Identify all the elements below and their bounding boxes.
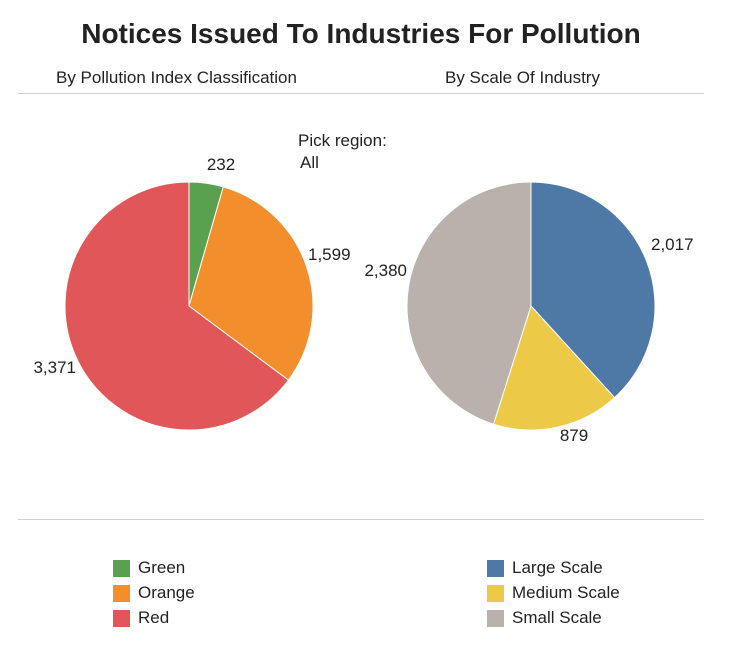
data-label-medium-scale: 879 [560,426,588,445]
top-divider [18,93,704,94]
legend-label: Red [138,608,170,627]
region-filter[interactable]: Pick region: All [298,130,387,174]
data-label-orange: 1,599 [308,245,351,264]
region-filter-label: Pick region: [298,131,387,150]
chart-subtitle-pollution-index: By Pollution Index Classification [56,68,297,87]
data-label-green: 232 [207,155,235,174]
legend-label: Green [138,558,186,577]
legend-item-red[interactable]: Red [113,608,169,628]
legend-label: Medium Scale [512,583,620,602]
page-title: Notices Issued To Industries For Polluti… [81,18,641,49]
legend-label: Orange [138,583,195,602]
pie-chart-industry-scale: 2,017 879 2,380 [364,181,694,445]
bottom-divider [18,519,704,520]
legend-label: Small Scale [512,608,602,627]
data-label-large-scale: 2,017 [651,235,694,254]
legend-swatch [487,584,504,602]
pie-slice-large-scale[interactable] [530,181,656,399]
legend-swatch [113,609,130,627]
legend-item-medium-scale[interactable]: Medium Scale [487,583,620,603]
legend-swatch [113,584,130,602]
pie-slice-orange[interactable] [188,186,314,381]
data-label-small-scale: 2,380 [364,261,407,280]
data-label-red: 3,371 [33,358,76,377]
legend-item-small-scale[interactable]: Small Scale [487,608,602,628]
pie-chart-pollution-index: 232 1,599 3,371 [33,155,351,431]
pie-slice-red[interactable] [64,181,290,431]
legend-item-large-scale[interactable]: Large Scale [487,558,603,578]
legend-item-green[interactable]: Green [113,558,185,578]
legend-swatch [113,559,130,577]
legend-label: Large Scale [512,558,603,577]
legend-swatch [487,609,504,627]
pie-slice-small-scale[interactable] [406,181,532,425]
legend-swatch [487,559,504,577]
pie-slice-medium-scale[interactable] [492,305,616,431]
region-filter-value[interactable]: All [300,153,319,172]
legend-item-orange[interactable]: Orange [113,583,195,603]
chart-subtitle-industry-scale: By Scale Of Industry [445,68,600,87]
